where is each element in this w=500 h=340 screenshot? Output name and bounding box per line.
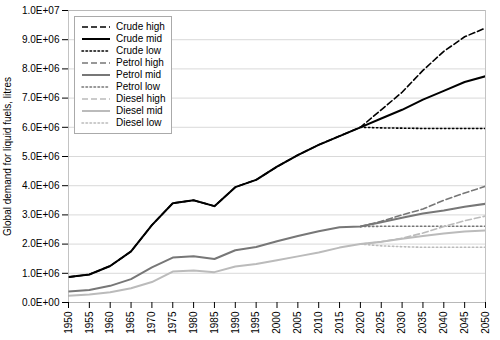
svg-text:2040: 2040 [438, 311, 449, 334]
svg-text:9.0E+06: 9.0E+06 [22, 34, 60, 45]
svg-text:2050: 2050 [480, 311, 491, 334]
html-text:Diesel low: Diesel low [116, 117, 162, 128]
svg-text:1950: 1950 [63, 311, 74, 334]
svg-text:1995: 1995 [250, 311, 261, 334]
svg-text:5.0E+06: 5.0E+06 [22, 151, 60, 162]
svg-text:1980: 1980 [188, 311, 199, 334]
html-text:Diesel high: Diesel high [116, 93, 166, 104]
html-text:Crude mid: Crude mid [116, 33, 163, 44]
svg-text:1975: 1975 [167, 311, 178, 334]
svg-text:2035: 2035 [417, 311, 428, 334]
html-text:Crude low: Crude low [116, 45, 161, 56]
svg-text:1965: 1965 [125, 311, 136, 334]
svg-text:2.0E+06: 2.0E+06 [22, 238, 60, 249]
svg-text:2025: 2025 [375, 311, 386, 334]
svg-text:0.0E+00: 0.0E+00 [22, 297, 60, 308]
svg-text:2010: 2010 [313, 311, 324, 334]
html-text:Crude high: Crude high [116, 21, 165, 32]
html-text:Petrol high: Petrol high [116, 57, 164, 68]
html-text:Diesel mid: Diesel mid [116, 105, 163, 116]
svg-text:2045: 2045 [459, 311, 470, 334]
svg-text:8.0E+06: 8.0E+06 [22, 63, 60, 74]
svg-text:1985: 1985 [209, 311, 220, 334]
svg-text:7.0E+06: 7.0E+06 [22, 92, 60, 103]
svg-text:2005: 2005 [292, 311, 303, 334]
svg-text:Global demand for liquid fuels: Global demand for liquid fuels, litres [2, 77, 13, 236]
html-text:Petrol low: Petrol low [116, 81, 160, 92]
svg-text:1970: 1970 [146, 311, 157, 334]
svg-text:2000: 2000 [271, 311, 282, 334]
svg-text:4.0E+06: 4.0E+06 [22, 180, 60, 191]
svg-text:2020: 2020 [355, 311, 366, 334]
html-text:Petrol mid: Petrol mid [116, 69, 161, 80]
svg-text:1.0E+06: 1.0E+06 [22, 268, 60, 279]
svg-text:1.0E+07: 1.0E+07 [22, 5, 60, 16]
svg-text:1990: 1990 [230, 311, 241, 334]
svg-text:6.0E+06: 6.0E+06 [22, 122, 60, 133]
svg-text:2030: 2030 [396, 311, 407, 334]
svg-text:1955: 1955 [84, 311, 95, 334]
svg-text:1960: 1960 [104, 311, 115, 334]
svg-text:2015: 2015 [334, 311, 345, 334]
svg-text:3.0E+06: 3.0E+06 [22, 209, 60, 220]
